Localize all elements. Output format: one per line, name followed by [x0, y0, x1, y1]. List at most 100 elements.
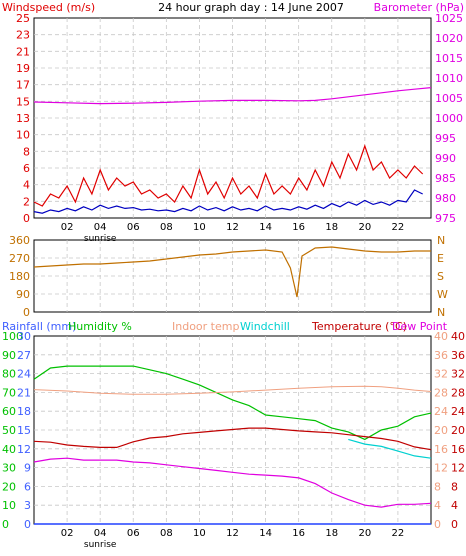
- sunrise-label: sunrise: [84, 540, 117, 550]
- x-tick-label: 20: [358, 528, 371, 539]
- legend-dewpoint: Dew Point: [392, 320, 448, 333]
- y-tick-label-left: 0: [23, 306, 30, 319]
- indoor-temp-line: [33, 385, 432, 395]
- temp-tick-label: 24: [434, 405, 448, 418]
- y-tick-label-left: 19: [16, 62, 30, 75]
- dew-tick-label: 40: [451, 330, 465, 343]
- gust-line: [33, 189, 423, 214]
- rain-tick-label: 24: [17, 368, 31, 381]
- wind-axis-label: Windspeed (m/s): [2, 1, 95, 14]
- temp-tick-label: 12: [434, 462, 448, 475]
- x-tick-label: 06: [127, 222, 140, 233]
- y-tick-label-left: 2: [23, 195, 30, 208]
- rain-tick-label: 27: [17, 349, 31, 362]
- dew-tick-label: 8: [451, 480, 458, 493]
- wind-line: [33, 144, 424, 207]
- baro-tick-label: 975: [435, 212, 456, 225]
- baro-tick-label: 1000: [435, 112, 463, 125]
- rain-tick-label: 18: [17, 405, 31, 418]
- baro-tick-label: 1010: [435, 72, 463, 85]
- compass-tick-label: N: [437, 234, 445, 247]
- rain-tick-label: 9: [24, 462, 31, 475]
- dewpoint-line: [33, 457, 432, 508]
- rain-tick-label: 0: [24, 518, 31, 531]
- temp-tick-label: 8: [434, 480, 441, 493]
- legend-temperature: Temperature (°C): [311, 320, 407, 333]
- x-tick-label: 20: [358, 222, 371, 233]
- baro-tick-label: 990: [435, 152, 456, 165]
- y-tick-label-left: 8: [23, 145, 30, 158]
- humidity-tick-label: 70: [2, 386, 16, 399]
- rain-tick-label: 12: [17, 443, 31, 456]
- legend-rain: Rainfall (mm): [2, 320, 76, 333]
- y-tick-label-left: 4: [23, 179, 30, 192]
- x-tick-label: 16: [292, 222, 305, 233]
- y-tick-label-left: 10: [16, 129, 30, 142]
- winddir-line: [33, 246, 431, 298]
- humidity-tick-label: 60: [2, 405, 16, 418]
- humidity-tick-label: 50: [2, 424, 16, 437]
- dew-tick-label: 28: [451, 386, 465, 399]
- legend-indoor: Indoor temp: [172, 320, 239, 333]
- baro-tick-label: 980: [435, 192, 456, 205]
- x-tick-label: 12: [226, 528, 239, 539]
- dew-tick-label: 36: [451, 349, 465, 362]
- x-tick-label: 10: [193, 222, 206, 233]
- dew-tick-label: 4: [451, 499, 458, 512]
- rain-tick-label: 3: [24, 499, 31, 512]
- baro-tick-label: 985: [435, 172, 456, 185]
- y-tick-label-left: 13: [16, 112, 30, 125]
- humidity-tick-label: 90: [2, 349, 16, 362]
- rain-tick-label: 30: [17, 330, 31, 343]
- temp-tick-label: 20: [434, 424, 448, 437]
- x-tick-label: 02: [61, 222, 74, 233]
- chart-title: 24 hour graph day : 14 June 2007: [158, 1, 344, 14]
- windchill-line: [348, 438, 432, 459]
- dew-tick-label: 16: [451, 443, 465, 456]
- y-tick-label-left: 17: [16, 79, 30, 92]
- x-tick-label: 08: [160, 222, 173, 233]
- x-tick-label: 18: [325, 528, 338, 539]
- y-tick-label-left: 360: [9, 234, 30, 247]
- compass-tick-label: E: [437, 252, 444, 265]
- baro-tick-label: 1015: [435, 52, 463, 65]
- rain-tick-label: 15: [17, 424, 31, 437]
- x-tick-label: 04: [94, 222, 107, 233]
- humidity-tick-label: 40: [2, 443, 16, 456]
- dew-tick-label: 24: [451, 405, 465, 418]
- temp-tick-label: 0: [434, 518, 441, 531]
- humidity-tick-label: 10: [2, 499, 16, 512]
- temp-tick-label: 40: [434, 330, 448, 343]
- dew-tick-label: 0: [451, 518, 458, 531]
- x-tick-label: 16: [292, 528, 305, 539]
- y-tick-label-left: 21: [16, 45, 30, 58]
- y-tick-label-left: 180: [9, 270, 30, 283]
- humidity-tick-label: 100: [2, 330, 23, 343]
- humidity-line: [33, 365, 432, 441]
- humidity-tick-label: 0: [2, 518, 9, 531]
- rain-tick-label: 6: [24, 480, 31, 493]
- x-tick-label: 04: [94, 528, 107, 539]
- baro-line: [33, 87, 432, 105]
- x-tick-label: 10: [193, 528, 206, 539]
- compass-tick-label: S: [437, 270, 444, 283]
- baro-axis-label: Barometer (hPa): [374, 1, 464, 14]
- y-tick-label-left: 6: [23, 162, 30, 175]
- y-tick-label-left: 23: [16, 29, 30, 42]
- temp-tick-label: 28: [434, 386, 448, 399]
- y-tick-label-left: 25: [16, 12, 30, 25]
- sunrise-label: sunrise: [84, 234, 117, 244]
- dew-tick-label: 32: [451, 368, 465, 381]
- baro-tick-label: 1025: [435, 12, 463, 25]
- y-tick-label-left: 0: [23, 212, 30, 225]
- x-tick-label: 22: [392, 528, 405, 539]
- humidity-tick-label: 20: [2, 480, 16, 493]
- compass-tick-label: N: [437, 306, 445, 319]
- temp-tick-label: 16: [434, 443, 448, 456]
- baro-tick-label: 1005: [435, 92, 463, 105]
- temp-tick-label: 32: [434, 368, 448, 381]
- dew-tick-label: 20: [451, 424, 465, 437]
- temperature-line: [33, 427, 432, 451]
